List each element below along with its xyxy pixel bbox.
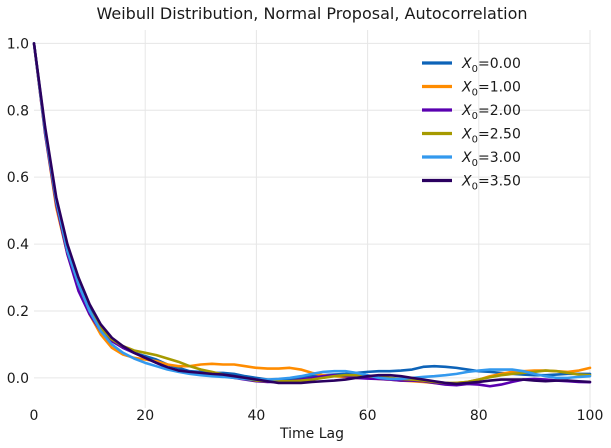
legend-label-value: =2.50: [478, 127, 521, 143]
legend-label-var: X: [461, 56, 472, 72]
series-line-4: [32, 42, 592, 381]
legend-label-value: =3.50: [478, 174, 521, 190]
tick-labels: 0 20 40 60 80 100 0.0 0.2 0.4 0.6 0.8 1.0: [7, 36, 604, 424]
legend-label: X0=3.50: [461, 174, 521, 193]
legend-label-subscript: 0: [472, 64, 478, 75]
y-tick-label: 0.6: [7, 170, 29, 186]
x-tick-label: 60: [359, 408, 377, 424]
y-tick-label: 1.0: [7, 36, 29, 52]
y-tick-label: 0.4: [7, 237, 29, 253]
legend-label-value: =3.00: [478, 150, 521, 166]
legend-label-var: X: [461, 127, 472, 143]
legend-label: X0=1.00: [461, 80, 521, 99]
x-tick-label: 0: [30, 408, 39, 424]
legend: X0=0.00X0=1.00X0=2.00X0=2.50X0=3.00X0=3.…: [422, 56, 521, 193]
series-lines: [32, 42, 592, 388]
legend-label: X0=2.50: [461, 127, 521, 146]
x-axis-label: Time Lag: [279, 426, 344, 442]
legend-label-subscript: 0: [472, 158, 478, 169]
y-tick-label: 0.8: [7, 103, 29, 119]
legend-label-var: X: [461, 150, 472, 166]
chart-title: Weibull Distribution, Normal Proposal, A…: [96, 4, 527, 23]
x-tick-label: 80: [470, 408, 488, 424]
x-tick-label: 20: [136, 408, 154, 424]
legend-label-value: =0.00: [478, 56, 521, 72]
legend-label: X0=2.00: [461, 103, 521, 122]
legend-label-subscript: 0: [472, 135, 478, 146]
legend-label-value: =2.00: [478, 103, 521, 119]
legend-label-value: =1.00: [478, 80, 521, 96]
x-tick-label: 100: [577, 408, 604, 424]
x-tick-label: 40: [247, 408, 265, 424]
legend-label: X0=0.00: [461, 56, 521, 75]
legend-label: X0=3.00: [461, 150, 521, 169]
legend-label-var: X: [461, 103, 472, 119]
legend-label-var: X: [461, 80, 472, 96]
legend-label-subscript: 0: [472, 111, 478, 122]
legend-label-var: X: [461, 174, 472, 190]
y-tick-label: 0.0: [7, 371, 29, 387]
legend-label-subscript: 0: [472, 182, 478, 193]
legend-label-subscript: 0: [472, 88, 478, 99]
series-line-5: [32, 42, 592, 386]
y-tick-label: 0.2: [7, 304, 29, 320]
